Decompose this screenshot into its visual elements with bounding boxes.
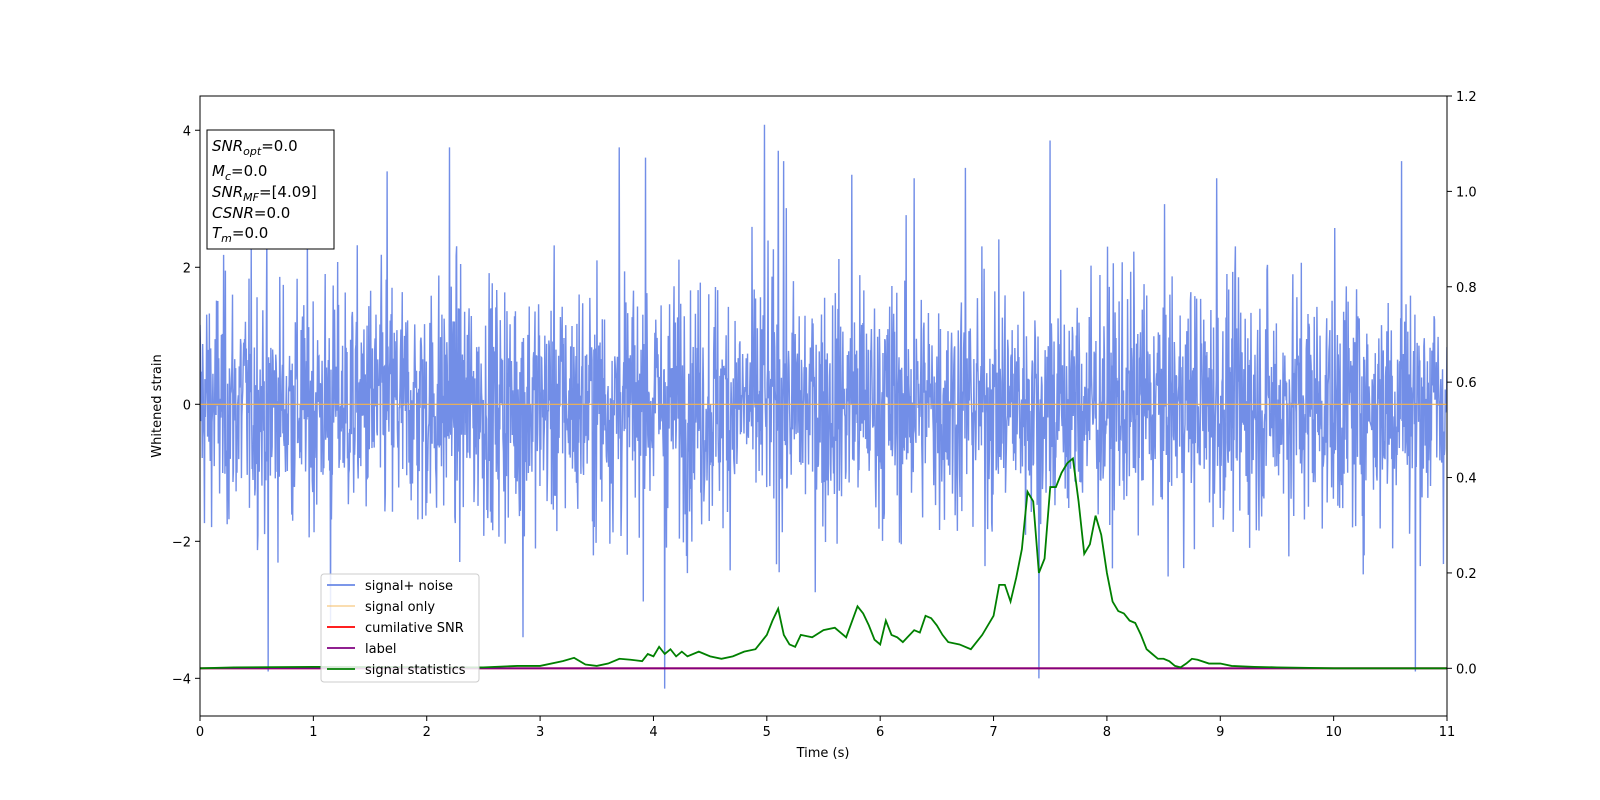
- y2-tick-label: 0.0: [1456, 662, 1477, 677]
- y2-tick-label: 0.8: [1456, 281, 1477, 296]
- y2-tick-label: 0.4: [1456, 472, 1477, 487]
- y-tick-label: −2: [172, 535, 191, 550]
- y-tick-label: 2: [183, 261, 191, 276]
- info-line: CSNR=0.0: [212, 204, 290, 222]
- info-line: SNRMF=[4.09]: [212, 183, 317, 204]
- x-tick-label: 0: [196, 725, 204, 740]
- x-tick-label: 6: [876, 725, 884, 740]
- x-axis-label: Time (s): [796, 746, 850, 761]
- legend: signal+ noise signal only cumilative SNR la…: [320, 573, 480, 683]
- x-tick-label: 5: [763, 725, 771, 740]
- info-line: Tm=0.0: [212, 224, 268, 245]
- legend-label: signal only: [365, 600, 435, 615]
- series-signal-noise-line: [200, 124, 1447, 689]
- legend-frame: [320, 573, 480, 683]
- x-axis: 0 1 2 3 4 5 6 7 8 9 10 11: [196, 716, 1455, 740]
- y2-tick-label: 0.2: [1456, 567, 1477, 582]
- y2-tick-label: 1.0: [1456, 185, 1477, 200]
- x-tick-label: 9: [1216, 725, 1224, 740]
- y-axis-right: 0.0 0.2 0.4 0.6 0.8 1.0 1.2: [1447, 90, 1477, 677]
- series-signal-statistics-line: [200, 456, 1447, 670]
- x-tick-label: 2: [423, 725, 431, 740]
- info-line: Mc=0.0: [212, 162, 267, 183]
- legend-label: label: [365, 642, 396, 657]
- x-tick-label: 11: [1439, 725, 1456, 740]
- y-axis-left: −4 −2 0 2 4: [172, 124, 200, 687]
- y2-tick-label: 1.2: [1456, 90, 1477, 105]
- info-line: SNRopt=0.0: [212, 137, 298, 158]
- x-tick-label: 10: [1325, 725, 1342, 740]
- y-axis-label: Whitened strain: [150, 354, 165, 457]
- legend-label: signal+ noise: [365, 579, 453, 594]
- x-tick-label: 7: [989, 725, 997, 740]
- legend-label: cumilative SNR: [365, 621, 464, 636]
- legend-label: signal statistics: [365, 663, 466, 678]
- y-tick-label: 0: [183, 398, 191, 413]
- info-box-frame: [206, 129, 335, 250]
- x-tick-label: 8: [1103, 725, 1111, 740]
- x-tick-label: 3: [536, 725, 544, 740]
- y2-tick-label: 0.6: [1456, 376, 1477, 391]
- y-tick-label: −4: [172, 672, 191, 687]
- plot-frame: [199, 95, 1448, 717]
- y-tick-label: 4: [183, 124, 191, 139]
- x-tick-label: 1: [309, 725, 317, 740]
- x-tick-label: 4: [649, 725, 657, 740]
